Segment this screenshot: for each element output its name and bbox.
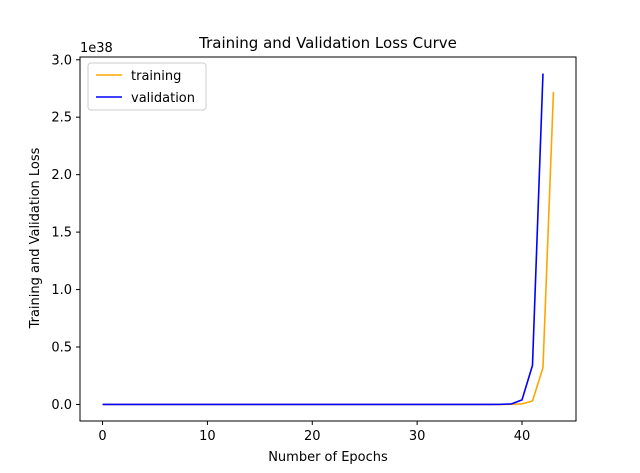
- y-tick-label: 1.0: [51, 283, 72, 298]
- legend-label-training: training: [131, 69, 181, 84]
- series-line-validation: [102, 73, 544, 406]
- y-tick-label: 0.5: [51, 341, 72, 356]
- chart-title: Training and Validation Loss Curve: [198, 34, 457, 52]
- x-tick-label: 20: [304, 429, 321, 444]
- y-tick-label: 0.0: [51, 398, 72, 413]
- x-tick-label: 10: [199, 429, 216, 444]
- y-axis-label: Training and Validation Loss: [28, 147, 43, 329]
- y-tick-label: 2.5: [51, 111, 72, 126]
- axes-frame: [79, 56, 577, 422]
- y-tick-label: 2.0: [51, 168, 72, 183]
- series-lines: [102, 73, 555, 406]
- x-tick-label: 0: [98, 429, 106, 444]
- y-multiplier-label: 1e38: [80, 41, 113, 56]
- y-tick-label: 3.0: [51, 53, 72, 68]
- x-axis: 0 10 20 30 40: [98, 421, 530, 444]
- x-tick-label: 40: [514, 429, 531, 444]
- plot-area: [79, 56, 577, 422]
- x-tick-label: 30: [409, 429, 426, 444]
- legend-label-validation: validation: [131, 91, 195, 106]
- y-axis: 0.0 0.5 1.0 1.5 2.0 2.5 3.0: [51, 53, 80, 413]
- x-axis-label: Number of Epochs: [268, 450, 388, 465]
- y-tick-label: 1.5: [51, 226, 72, 241]
- series-line-training: [102, 91, 555, 406]
- legend: training validation: [87, 62, 207, 111]
